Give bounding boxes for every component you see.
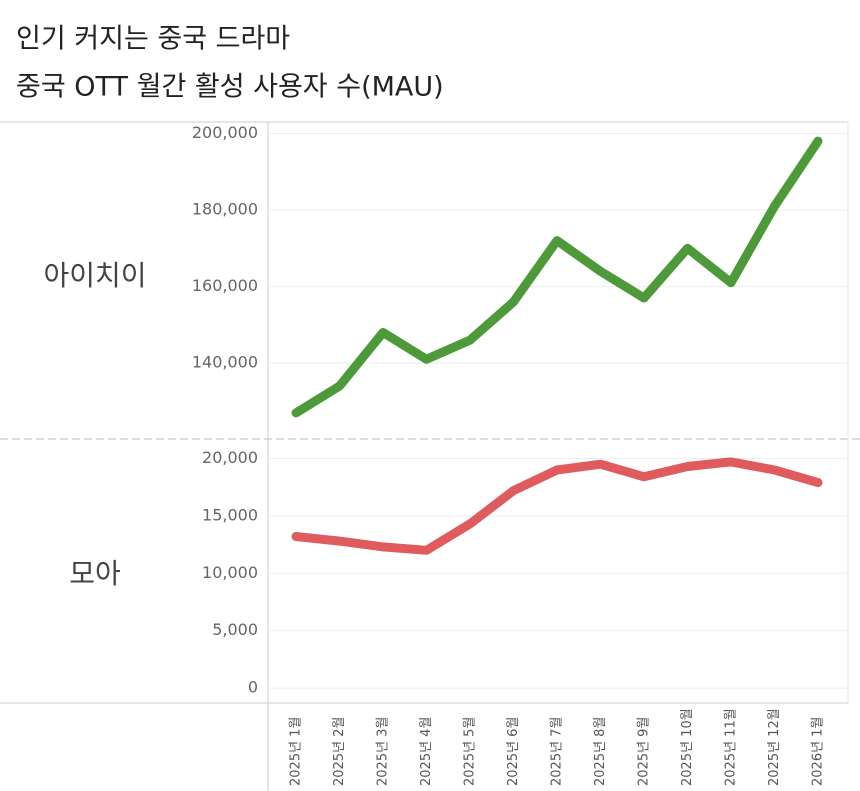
- x-tick-label: 2025년 2월: [332, 717, 347, 786]
- x-tick-label: 2025년 9월: [637, 717, 652, 786]
- x-tick-label: 2025년 6월: [506, 717, 521, 786]
- line: [291, 136, 823, 418]
- x-tick-label: 2025년 5월: [463, 717, 478, 786]
- x-tick-label: 2025년 11월: [724, 708, 739, 786]
- y-tick-label: 15,000: [202, 505, 258, 524]
- y-tick-label: 0: [248, 678, 258, 697]
- x-tick-label: 2025년 8월: [593, 717, 608, 786]
- y-tick-label: 140,000: [192, 353, 258, 372]
- row-label: 아이치이: [43, 259, 146, 292]
- x-tick-label: 2025년 12월: [767, 708, 782, 786]
- x-tick-label: 2025년 1월: [289, 717, 304, 786]
- y-tick-label: 20,000: [202, 448, 258, 467]
- x-tick-label: 2025년 10월: [680, 708, 695, 786]
- chart-subtitle: 중국 OTT 월간 활성 사용자 수(MAU): [16, 72, 444, 103]
- y-tick-label: 200,000: [192, 123, 258, 142]
- y-tick-label: 160,000: [192, 276, 258, 295]
- chart-title: 인기 커지는 중국 드라마: [16, 24, 290, 55]
- line: [291, 457, 823, 555]
- x-tick-label: 2025년 7월: [550, 717, 565, 786]
- x-tick-label: 2025년 3월: [376, 717, 391, 786]
- y-tick-label: 10,000: [202, 563, 258, 582]
- x-tick-label: 2025년 4월: [419, 717, 434, 786]
- x-tick-label: 2026년 1월: [811, 717, 826, 786]
- y-tick-label: 5,000: [212, 620, 258, 639]
- y-tick-label: 180,000: [192, 200, 258, 219]
- row-label: 모아: [69, 557, 121, 590]
